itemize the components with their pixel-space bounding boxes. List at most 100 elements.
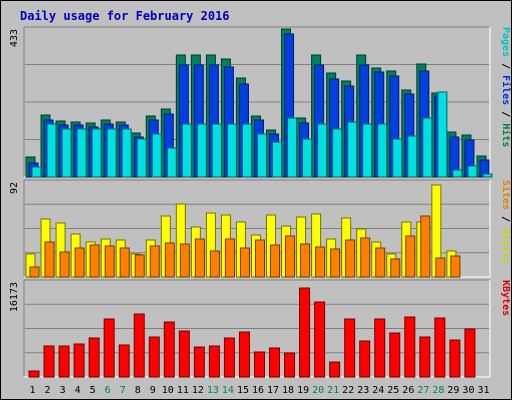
bar-kbytes-day-25	[389, 332, 401, 378]
y-max-label: 433	[9, 29, 20, 47]
bar-pages-day-26	[407, 135, 418, 178]
x-tick-label-day-26: 26	[402, 385, 414, 396]
y-max-label: 16173	[9, 282, 20, 312]
bar-pages-day-31	[482, 173, 493, 178]
x-tick-label-day-7: 7	[120, 385, 126, 396]
bar-pages-day-7	[121, 128, 132, 178]
x-tick-label-day-22: 22	[342, 385, 354, 396]
bar-pages-day-23	[362, 123, 373, 178]
bar-sites-day-27	[420, 215, 431, 278]
x-tick-label-day-2: 2	[45, 385, 51, 396]
bar-sites-day-15	[239, 247, 250, 278]
bar-kbytes-day-6	[103, 318, 115, 378]
y-max-label: 92	[9, 182, 20, 194]
x-tick-label-day-10: 10	[162, 385, 174, 396]
x-tick-label-day-27: 27	[417, 385, 429, 396]
bar-sites-day-5	[89, 244, 100, 278]
x-tick-label-day-20: 20	[312, 385, 324, 396]
bar-kbytes-day-22	[344, 318, 356, 378]
x-tick-label-day-3: 3	[60, 385, 66, 396]
bar-sites-day-18	[285, 235, 296, 278]
x-tick-label-day-21: 21	[327, 385, 339, 396]
x-tick-label-day-8: 8	[135, 385, 141, 396]
bar-pages-day-3	[61, 128, 72, 178]
x-tick-label-day-13: 13	[207, 385, 219, 396]
bar-kbytes-day-24	[374, 318, 386, 378]
bar-pages-day-12	[196, 123, 207, 178]
bar-sites-day-24	[375, 247, 386, 278]
bar-kbytes-day-27	[419, 336, 431, 378]
x-tick-label-day-29: 29	[447, 385, 459, 396]
bar-kbytes-day-17	[269, 347, 281, 378]
bar-sites-day-12	[194, 238, 205, 278]
x-tick-label-day-18: 18	[282, 385, 294, 396]
bar-pages-day-13	[211, 123, 222, 178]
bar-pages-day-8	[136, 138, 147, 178]
bar-pages-day-24	[377, 123, 388, 178]
bar-kbytes-day-18	[284, 352, 296, 378]
bar-pages-day-5	[91, 128, 102, 178]
bar-kbytes-day-3	[58, 345, 70, 378]
bar-kbytes-day-14	[223, 337, 235, 378]
bar-sites-day-14	[224, 238, 235, 278]
x-tick-label-day-16: 16	[252, 385, 264, 396]
x-tick-label-day-15: 15	[237, 385, 249, 396]
bar-kbytes-day-9	[148, 336, 160, 378]
x-tick-label-day-17: 17	[267, 385, 279, 396]
bar-pages-day-17	[272, 141, 283, 178]
x-tick-label-day-12: 12	[192, 385, 204, 396]
bar-pages-day-14	[226, 123, 237, 178]
series-axis-label-part: Files	[500, 75, 512, 105]
x-tick-label-day-19: 19	[297, 385, 309, 396]
bar-pages-day-20	[317, 123, 328, 178]
bar-pages-day-9	[151, 133, 162, 178]
bar-sites-day-11	[179, 243, 190, 278]
bar-kbytes-day-13	[208, 345, 220, 378]
x-tick-label-day-23: 23	[357, 385, 369, 396]
bar-kbytes-day-7	[118, 344, 130, 378]
bar-sites-day-8	[134, 254, 145, 278]
bar-kbytes-day-19	[299, 287, 311, 378]
bar-sites-day-6	[104, 245, 115, 278]
bar-kbytes-day-11	[178, 330, 190, 378]
x-tick-label-day-11: 11	[177, 385, 189, 396]
bar-sites-day-3	[59, 251, 70, 278]
bar-pages-day-27	[422, 117, 433, 178]
bar-sites-day-2	[44, 241, 55, 278]
bar-sites-day-9	[149, 245, 160, 278]
bar-sites-day-23	[360, 237, 371, 278]
bar-kbytes-day-21	[329, 361, 341, 378]
bar-pages-day-2	[46, 123, 57, 178]
x-tick-label-day-30: 30	[462, 385, 474, 396]
bar-pages-day-29	[452, 169, 463, 178]
bar-sites-day-19	[300, 243, 311, 278]
bar-pages-day-21	[332, 128, 343, 178]
bar-sites-day-1	[29, 266, 40, 278]
bar-sites-day-22	[345, 239, 356, 278]
x-tick-label-day-24: 24	[372, 385, 384, 396]
bar-sites-day-21	[330, 248, 341, 278]
series-axis-label: Pages / Files / Hits	[500, 27, 512, 147]
bar-kbytes-day-4	[73, 343, 85, 378]
bar-sites-day-20	[315, 246, 326, 278]
bar-kbytes-day-5	[88, 337, 100, 378]
series-axis-label-part: KBytes	[500, 280, 511, 316]
series-axis-label-part: Visits	[500, 228, 512, 264]
bar-kbytes-day-10	[163, 321, 175, 378]
bar-kbytes-day-29	[449, 339, 461, 378]
series-axis-label-part: /	[500, 210, 511, 228]
series-axis-label-part: Pages	[500, 27, 511, 57]
bar-sites-day-4	[74, 247, 85, 278]
bar-kbytes-day-15	[238, 331, 250, 378]
series-axis-label: Sites / Visits	[500, 180, 512, 264]
bar-pages-day-4	[76, 128, 87, 178]
x-tick-label-day-31: 31	[477, 385, 489, 396]
bar-kbytes-day-20	[314, 301, 326, 378]
bar-pages-day-6	[106, 128, 117, 178]
bar-sites-day-7	[119, 247, 130, 278]
series-axis-label: KBytes	[500, 280, 511, 316]
bar-pages-day-30	[467, 165, 478, 178]
series-axis-label-part: Hits	[500, 123, 512, 147]
panel-kbytes: 16173 KBytes	[9, 279, 511, 378]
